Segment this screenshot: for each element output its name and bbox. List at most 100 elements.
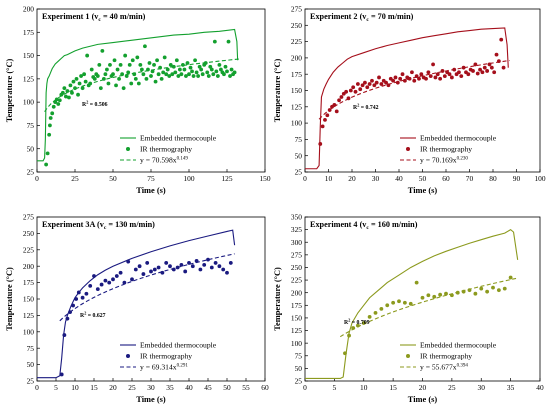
x-tick-label: 80 <box>489 174 497 183</box>
ir-data-point <box>397 299 401 304</box>
y-tick-label: 100 <box>291 339 302 348</box>
y-tick-label: 50 <box>295 151 303 160</box>
ir-data-point <box>70 90 74 95</box>
ir-data-point <box>420 295 425 300</box>
ir-data-point <box>89 67 94 72</box>
ir-data-point <box>379 82 384 86</box>
ir-data-point <box>438 292 443 297</box>
y-tick-label: 275 <box>291 5 302 14</box>
y-tick-label: 125 <box>23 311 34 320</box>
ir-data-point <box>105 67 109 72</box>
ir-data-point <box>160 270 165 275</box>
y-tick-label: 50 <box>27 360 35 369</box>
x-tick-label: 100 <box>183 174 194 183</box>
y-axis-label: Temperature (°C) <box>273 58 282 122</box>
ir-data-point <box>435 72 440 77</box>
ir-data-point <box>374 80 379 85</box>
ir-data-point <box>118 270 123 275</box>
ir-data-point <box>98 86 103 91</box>
ir-data-point <box>152 267 157 272</box>
ir-data-point <box>185 61 190 65</box>
x-tick-label: 45 <box>204 383 212 392</box>
ir-data-point <box>54 97 59 102</box>
r-squared-label: R2 = 0.506 <box>82 100 108 109</box>
ir-data-point <box>179 262 184 267</box>
ir-data-point <box>73 86 77 91</box>
ir-data-point <box>184 74 188 78</box>
x-tick-label: 30 <box>478 383 486 392</box>
ir-data-point <box>508 275 513 280</box>
ir-data-point <box>408 301 413 306</box>
ir-data-point <box>360 83 365 88</box>
legend-label-ir: IR thermography <box>420 145 472 154</box>
power-fit-line <box>339 277 517 338</box>
ir-data-point <box>402 78 407 83</box>
ir-data-point <box>384 80 388 85</box>
ir-data-point <box>424 76 428 81</box>
ir-data-point <box>386 83 391 88</box>
ir-data-point <box>74 297 79 301</box>
ir-data-point <box>80 86 85 91</box>
y-tick-label: 225 <box>291 37 302 46</box>
x-tick-label: 35 <box>507 383 515 392</box>
y-tick-label: 250 <box>291 21 302 30</box>
ir-data-point <box>126 259 131 264</box>
ir-data-point <box>161 70 166 75</box>
ir-data-point <box>156 72 161 77</box>
ir-data-point <box>209 265 214 270</box>
ir-data-point <box>84 291 89 296</box>
ir-data-point <box>191 74 196 78</box>
ir-data-point <box>215 74 220 78</box>
ir-data-point <box>492 70 497 75</box>
legend-label-thermocouple: Embedded thermocouple <box>140 134 217 143</box>
y-tick-label: 75 <box>295 135 303 144</box>
ir-data-point <box>225 69 229 74</box>
ir-data-point <box>103 278 108 283</box>
ir-data-point <box>111 277 115 282</box>
ir-data-point <box>164 72 169 77</box>
ir-data-point <box>206 257 210 262</box>
chart-title: Experiment 2 (vc = 70 m/min) <box>310 12 414 23</box>
ir-data-point <box>447 72 452 77</box>
y-tick-label: 25 <box>27 377 35 386</box>
ir-data-point <box>466 72 471 77</box>
ir-data-point <box>111 72 115 77</box>
ir-data-point <box>187 72 191 77</box>
ir-data-point <box>351 326 356 330</box>
power-fit-line <box>59 253 235 322</box>
ir-data-point <box>337 98 341 103</box>
ir-data-point <box>419 72 424 77</box>
y-axis-label: Temperature (°C) <box>5 58 14 122</box>
ir-data-point <box>144 76 149 81</box>
ir-data-point <box>183 269 188 274</box>
ir-data-point <box>68 83 73 88</box>
x-tick-label: 55 <box>242 383 250 392</box>
ir-data-point <box>229 67 234 72</box>
ir-data-point <box>141 272 146 276</box>
y-tick-label: 350 <box>291 213 302 222</box>
ir-data-point <box>398 76 403 81</box>
ir-data-point <box>127 62 132 67</box>
ir-data-point <box>221 267 226 272</box>
ir-data-point <box>120 72 125 77</box>
ir-data-point <box>65 316 70 321</box>
legend-label-ir: IR thermography <box>140 145 192 154</box>
ir-data-point <box>428 74 433 79</box>
ir-data-point <box>473 62 478 67</box>
y-tick-label: 300 <box>291 238 302 247</box>
ir-data-point <box>171 267 176 272</box>
y-tick-label: 75 <box>27 344 35 353</box>
x-tick-label: 70 <box>466 174 474 183</box>
legend: Embedded thermocouple IR thermography y = … <box>400 134 497 165</box>
ir-data-point <box>363 80 367 85</box>
ir-data-point <box>76 92 80 97</box>
ir-data-point <box>149 74 153 78</box>
x-tick-label: 25 <box>71 174 79 183</box>
ir-data-point <box>92 274 96 278</box>
ir-data-point <box>168 62 173 67</box>
ir-data-point <box>197 64 202 69</box>
ir-data-point <box>155 58 159 63</box>
ir-data-point <box>152 62 156 67</box>
ir-data-point <box>496 59 501 64</box>
